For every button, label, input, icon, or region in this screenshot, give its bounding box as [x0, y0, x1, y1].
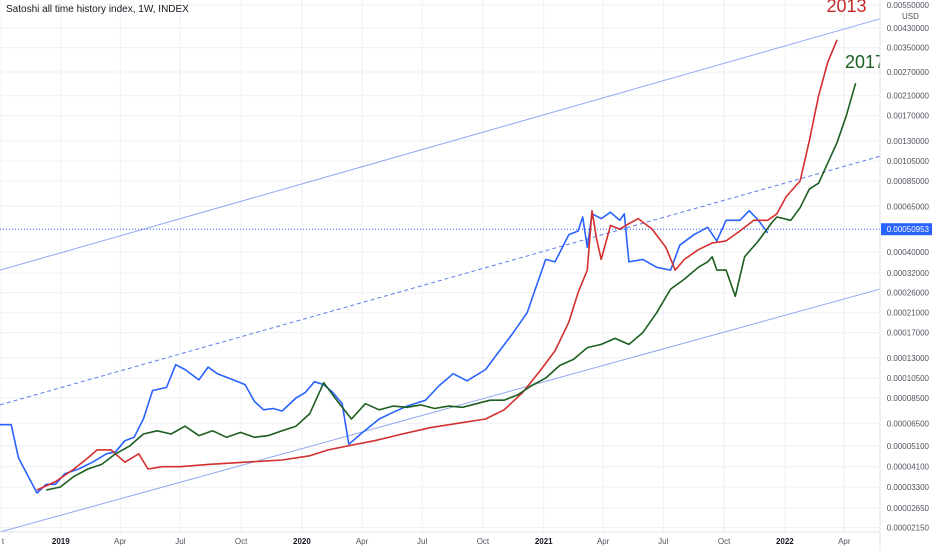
price-tick-label: 0.00006500: [887, 419, 930, 428]
time-tick-label: Apr: [356, 537, 369, 546]
time-tick-label: 2019: [52, 537, 70, 546]
price-tick-label: 0.00004100: [887, 463, 930, 472]
time-tick-label: Jul: [417, 537, 427, 546]
price-tick-label: 0.00085000: [887, 177, 930, 186]
price-tick-label: 0.00210000: [887, 92, 930, 101]
plot-area[interactable]: [0, 0, 880, 532]
time-tick-label: 2020: [293, 537, 311, 546]
trend-line-2[interactable]: [0, 155, 881, 406]
price-tick-label: 0.00026000: [887, 289, 930, 298]
price-tick-label: 0.00017000: [887, 329, 930, 338]
time-tick-label: Apr: [838, 537, 851, 546]
time-tick-label: Jul: [175, 537, 185, 546]
time-tick-label: Oct: [718, 537, 731, 546]
price-tick-label: 0.00270000: [887, 68, 930, 77]
time-tick-label: Apr: [597, 537, 610, 546]
price-tick-label: 0.00170000: [887, 112, 930, 121]
chart-title: Satoshi all time history index, 1W, INDE…: [6, 4, 189, 15]
trend-line-3[interactable]: [0, 288, 881, 533]
price-tick-label: 0.00105000: [887, 157, 930, 166]
price-tick-label: 0.00021000: [887, 309, 930, 318]
price-tick-label: 0.00065000: [887, 202, 930, 211]
trend-line-1[interactable]: [0, 18, 881, 271]
price-tick-label: 0.00010500: [887, 374, 930, 383]
current-price-badge: [881, 223, 932, 236]
annotation-2017: 2017: [845, 52, 885, 72]
price-tick-label: 0.00013000: [887, 354, 930, 363]
time-tick-label: t: [2, 537, 5, 546]
current-price-label: 0.00050953: [887, 225, 930, 234]
time-tick-label: Apr: [114, 537, 127, 546]
annotation-2013: 2013: [826, 0, 866, 16]
time-tick-label: Oct: [235, 537, 248, 546]
price-tick-label: 0.00003300: [887, 483, 930, 492]
price-tick-label: 0.00002650: [887, 504, 930, 513]
price-axis-area[interactable]: [880, 0, 932, 550]
price-tick-label: 0.00130000: [887, 137, 930, 146]
series-line-3[interactable]: [46, 82, 857, 491]
price-tick-label: 0.00350000: [887, 44, 930, 53]
time-tick-label: Oct: [477, 537, 490, 546]
price-tick-label: 0.00008500: [887, 394, 930, 403]
series-line-1[interactable]: [0, 209, 769, 494]
price-tick-label: 0.00430000: [887, 24, 930, 33]
price-tick-label: 0.00550000: [887, 1, 930, 10]
price-tick-label: 0.00002150: [887, 524, 930, 533]
currency-label: USD: [902, 12, 919, 21]
series-line-2[interactable]: [36, 39, 838, 491]
time-tick-label: 2021: [535, 537, 553, 546]
time-tick-label: Jul: [658, 537, 668, 546]
time-tick-label: 2022: [776, 537, 794, 546]
price-tick-label: 0.00040000: [887, 248, 930, 257]
price-tick-label: 0.00032000: [887, 269, 930, 278]
price-tick-label: 0.00005100: [887, 442, 930, 451]
